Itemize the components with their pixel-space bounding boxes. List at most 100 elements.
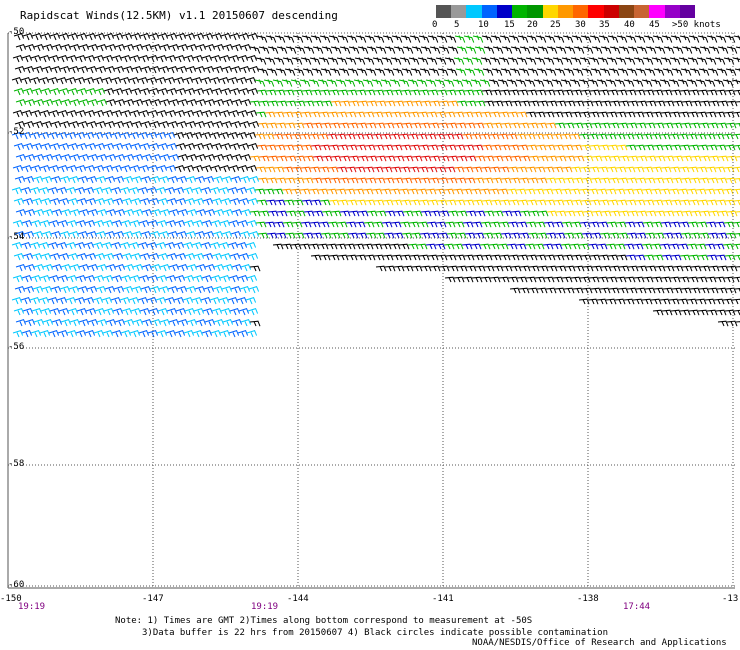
wind-barb xyxy=(265,89,277,96)
wind-barb xyxy=(357,46,369,54)
wind-barb xyxy=(372,221,384,228)
wind-barb xyxy=(624,276,636,283)
wind-barb xyxy=(212,120,224,129)
wind-barb xyxy=(381,221,393,228)
wind-barb xyxy=(508,254,520,261)
wind-barb xyxy=(623,133,635,140)
wind-barb xyxy=(617,68,629,76)
wind-barb xyxy=(308,79,320,87)
wind-barb xyxy=(42,208,54,217)
lat-label-58: -58 xyxy=(8,459,25,469)
wind-barb xyxy=(365,232,377,239)
wind-barb xyxy=(147,164,159,173)
wind-barb xyxy=(446,122,458,129)
wind-barb xyxy=(248,230,260,239)
wind-barb xyxy=(290,133,302,140)
wind-barb xyxy=(716,287,728,294)
wind-barb xyxy=(49,32,61,41)
wind-barb xyxy=(453,57,465,65)
wind-barb xyxy=(222,318,234,327)
wind-barb xyxy=(321,100,333,107)
wind-barb xyxy=(707,287,719,294)
wind-barb xyxy=(209,186,221,195)
wind-barb xyxy=(67,307,79,316)
wind-barb xyxy=(608,287,620,294)
wind-barb xyxy=(348,210,360,217)
wind-barb xyxy=(186,98,198,107)
wind-barb xyxy=(291,166,303,173)
wind-barb xyxy=(202,252,214,261)
wind-barb xyxy=(455,177,467,184)
wind-barb xyxy=(661,35,673,43)
wind-barb xyxy=(445,199,457,206)
wind-barb xyxy=(668,79,680,87)
wind-barb xyxy=(30,54,42,63)
wind-barb xyxy=(113,65,125,74)
wind-barb xyxy=(347,68,359,76)
wind-barb xyxy=(65,296,77,305)
wind-barb xyxy=(186,263,198,272)
wind-barb xyxy=(677,298,689,305)
wind-barb xyxy=(614,133,626,140)
wind-barb xyxy=(365,177,377,184)
wind-barb xyxy=(137,76,149,85)
wind-barb xyxy=(193,252,205,261)
wind-barb xyxy=(176,175,188,184)
wind-barb xyxy=(633,57,645,65)
wind-barb xyxy=(355,199,367,206)
wind-barb xyxy=(210,109,222,118)
wind-barb xyxy=(158,65,170,74)
wind-barb xyxy=(462,166,474,173)
wind-barb xyxy=(20,131,32,140)
wind-barb xyxy=(128,76,140,85)
wind-barb xyxy=(121,87,133,96)
wind-barb xyxy=(229,252,241,261)
wind-barb xyxy=(11,76,23,85)
wind-barb xyxy=(436,35,448,43)
wind-barb xyxy=(60,208,72,217)
wind-barb xyxy=(303,155,315,162)
wind-barb xyxy=(274,144,286,151)
wind-barb xyxy=(471,276,483,283)
wind-barb xyxy=(336,111,348,118)
wind-barb xyxy=(24,208,36,217)
wind-barb xyxy=(120,54,132,63)
wind-barb xyxy=(357,210,369,217)
legend-swatch xyxy=(679,5,695,18)
wind-barb xyxy=(200,296,212,305)
wind-barb xyxy=(456,100,468,107)
wind-barb xyxy=(416,188,428,195)
wind-barb xyxy=(366,46,378,54)
wind-barb xyxy=(697,89,709,96)
wind-barb xyxy=(400,254,412,261)
wind-barb xyxy=(488,79,500,87)
wind-barb xyxy=(717,100,729,107)
wind-barb xyxy=(29,131,41,140)
wind-barb xyxy=(329,232,341,239)
wind-barb xyxy=(101,76,113,85)
wind-barb xyxy=(101,186,113,195)
wind-barb xyxy=(201,164,213,173)
wind-barb xyxy=(138,54,150,63)
wind-barb xyxy=(698,287,710,294)
wind-barb xyxy=(83,76,95,85)
wind-barb xyxy=(445,254,457,261)
wind-barb xyxy=(636,210,648,217)
wind-barb xyxy=(21,54,33,63)
wind-barb xyxy=(481,254,493,261)
wind-barb xyxy=(636,155,648,162)
wind-barb xyxy=(201,109,213,118)
wind-barb xyxy=(618,155,630,162)
wind-barb xyxy=(239,175,251,184)
wind-barb xyxy=(546,100,558,107)
wind-barb xyxy=(416,133,428,140)
wind-barb xyxy=(131,230,143,239)
wind-barb xyxy=(715,309,727,316)
wind-barb xyxy=(101,241,113,250)
wind-barb xyxy=(716,232,728,239)
wind-barb xyxy=(292,199,304,206)
wind-barb xyxy=(78,153,90,162)
wind-barb xyxy=(392,122,404,129)
wind-barb xyxy=(605,298,617,305)
wind-barb xyxy=(122,120,134,129)
